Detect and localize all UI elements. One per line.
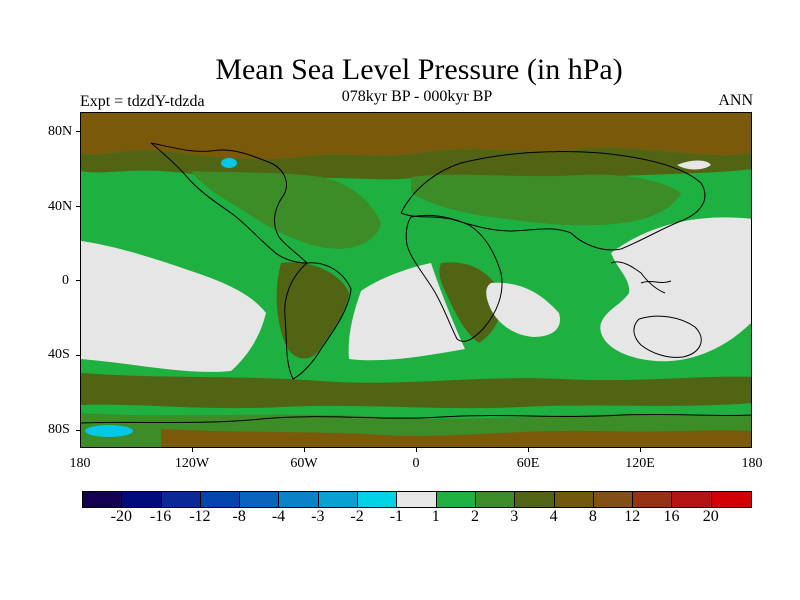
lat-label-0: 0: [62, 273, 69, 288]
pressure-anomaly-map: [81, 113, 751, 447]
colorbar-label: -1: [389, 508, 404, 525]
lon-tick: [304, 447, 305, 452]
lat-label-40s: 40S: [48, 347, 70, 362]
colorbar-swatch: [200, 492, 241, 507]
colorbar-label: 12: [624, 508, 641, 525]
southern-ocean-olive-band: [81, 373, 751, 409]
lon-label-120e: 120E: [625, 456, 655, 471]
eurasia-region: [411, 174, 681, 226]
colorbar-label: 1: [431, 508, 440, 525]
arctic-high-region: [81, 113, 751, 160]
lon-label-120w: 120W: [174, 456, 210, 471]
plot-subtitle: 078kyr BP - 000kyr BP: [341, 88, 493, 105]
antarctic-brown-patch: [161, 429, 751, 447]
colorbar-swatch: [279, 492, 319, 507]
lon-tick: [192, 447, 193, 452]
colorbar-swatch: [122, 492, 162, 507]
africa-region: [439, 262, 502, 343]
experiment-label: Expt = tdzdY-tdzda: [80, 93, 205, 110]
lon-label-0: 0: [412, 456, 420, 471]
colorbar-label: -3: [311, 508, 325, 525]
colorbar-swatch: [83, 492, 123, 507]
colorbar-swatch: [593, 492, 634, 507]
colorbar-swatch: [672, 492, 712, 507]
colorbar: [82, 491, 753, 508]
south-atlantic-neutral-region: [348, 263, 465, 361]
lon-label-180w: 180: [69, 456, 91, 471]
lon-tick: [640, 447, 641, 452]
colorbar-swatch: [358, 492, 398, 507]
coast-south-america: [284, 262, 352, 380]
lon-tick: [528, 447, 529, 452]
lon-label-60w: 60W: [290, 456, 318, 471]
lat-label-40n: 40N: [48, 199, 73, 214]
season-label: ANN: [718, 92, 753, 109]
east-pacific-neutral-region: [81, 241, 266, 372]
colorbar-label: -12: [189, 508, 211, 525]
colorbar-label: 20: [702, 508, 719, 525]
colorbar-label: -20: [110, 508, 132, 525]
coast-maritime-continent: [610, 261, 672, 294]
coast-australia: [633, 315, 702, 358]
colorbar-label: 4: [549, 508, 558, 525]
lon-tick: [416, 447, 417, 452]
coast-africa: [405, 214, 503, 342]
coast-antarctica: [81, 413, 751, 424]
colorbar-swatch: [436, 492, 476, 507]
lat-label-80s: 80S: [48, 422, 70, 437]
lat-tick: [76, 131, 81, 132]
colorbar-swatch: [633, 492, 673, 507]
map-panel: [80, 112, 752, 448]
coastlines: [81, 142, 751, 424]
colorbar-swatch: [554, 492, 594, 507]
colorbar-swatch: [318, 492, 359, 507]
colorbar-label: -16: [149, 508, 172, 525]
lat-tick: [76, 355, 81, 356]
colorbar-label: -2: [350, 508, 364, 525]
lat-tick: [76, 430, 81, 431]
hudson-bay-negative-patch: [221, 158, 237, 168]
lat-tick: [76, 206, 81, 207]
colorbar-label: 2: [471, 508, 479, 525]
plot-title: Mean Sea Level Pressure (in hPa): [215, 53, 623, 86]
colorbar-label: 16: [663, 508, 680, 525]
colorbar-label: 8: [588, 508, 597, 525]
colorbar-swatch: [475, 492, 516, 507]
coast-europe-asia: [400, 150, 706, 251]
colorbar-swatch: [240, 492, 280, 507]
lat-tick: [76, 280, 81, 281]
lon-label-60e: 60E: [516, 456, 540, 471]
lon-label-180e: 180: [741, 456, 763, 471]
colorbar-swatch: [397, 492, 437, 507]
ross-sea-negative-patch: [85, 425, 133, 437]
west-pacific-neutral-region: [600, 217, 751, 362]
lat-label-80n: 80N: [48, 124, 73, 139]
colorbar-swatch: [711, 492, 752, 507]
coast-north-america: [150, 142, 309, 264]
south-america-region: [276, 262, 349, 359]
colorbar-label: 3: [510, 508, 519, 525]
colorbar-swatch: [161, 492, 201, 507]
indian-ocean-neutral-region: [486, 282, 560, 337]
north-america-region: [191, 171, 381, 249]
colorbar-swatch: [515, 492, 555, 507]
colorbar-label: -4: [271, 508, 286, 525]
colorbar-label: -8: [232, 508, 246, 525]
arctic-neutral-patch: [677, 160, 711, 170]
